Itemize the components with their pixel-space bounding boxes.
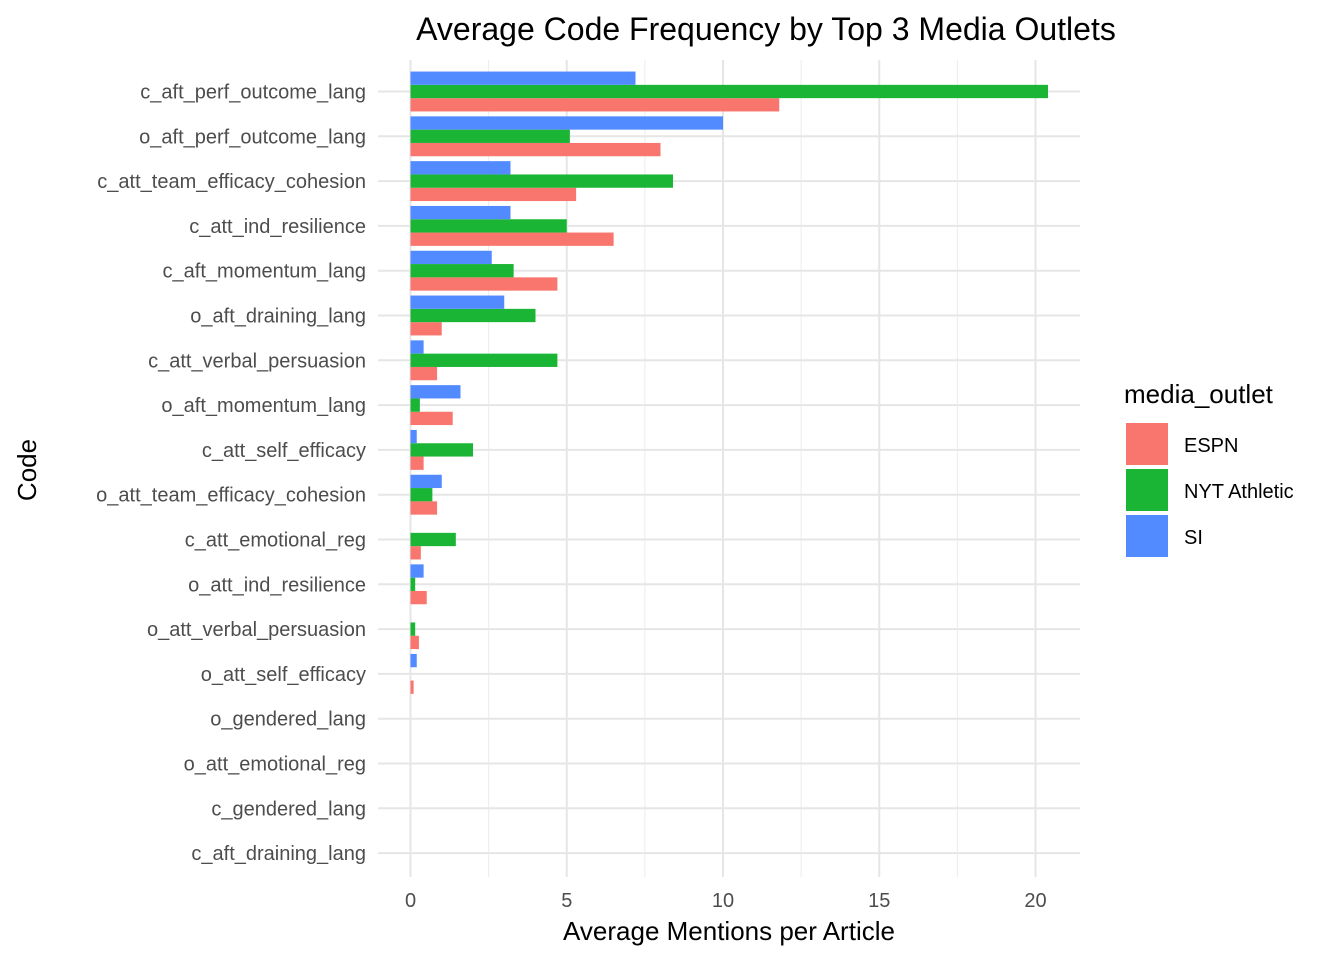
bar-si [410, 564, 424, 578]
bar-si [410, 340, 424, 354]
legend-title: media_outlet [1124, 379, 1274, 409]
y-tick-label: o_att_verbal_persuasion [147, 619, 366, 641]
y-tick-label: o_att_team_efficacy_cohesion [96, 485, 366, 507]
x-tick-label: 20 [1024, 890, 1046, 912]
y-tick-label: o_aft_momentum_lang [161, 395, 366, 417]
y-tick-label: o_gendered_lang [210, 709, 366, 731]
bar-nyt-athletic [410, 353, 558, 367]
y-tick-label: o_aft_perf_outcome_lang [139, 126, 366, 148]
bar-nyt-athletic [410, 398, 420, 412]
y-tick-label: o_att_emotional_reg [184, 754, 366, 776]
legend-entry: ESPN [1184, 435, 1238, 457]
bar-si [410, 116, 723, 130]
legend-entry: NYT Athletic [1184, 481, 1294, 503]
legend-swatch [1126, 469, 1168, 511]
bar-nyt-athletic [410, 488, 433, 502]
bar-si [410, 474, 442, 489]
bar-espn [410, 456, 424, 470]
y-tick-label: o_aft_draining_lang [190, 306, 366, 328]
bar-espn [410, 187, 577, 202]
bar-nyt-athletic [410, 443, 473, 457]
y-tick-label: c_att_team_efficacy_cohesion [97, 171, 366, 193]
y-tick-label: c_att_ind_resilience [189, 216, 366, 238]
bar-espn [410, 98, 780, 112]
x-tick-label: 0 [405, 890, 416, 912]
x-axis-title: Average Mentions per Article [563, 916, 895, 946]
y-tick-label: c_gendered_lang [211, 798, 366, 820]
bar-espn [410, 411, 453, 426]
bar-si [410, 385, 461, 399]
y-tick-label: o_att_ind_resilience [188, 574, 366, 596]
x-tick-label: 5 [561, 890, 572, 912]
x-tick-label: 15 [868, 890, 890, 912]
bar-espn [410, 232, 614, 246]
y-tick-label: c_att_self_efficacy [202, 440, 366, 462]
bar-nyt-athletic [410, 264, 514, 278]
legend: media_outlet ESPN NYT Athletic SI [1124, 379, 1294, 557]
bar-espn [410, 635, 419, 650]
chart-title: Average Code Frequency by Top 3 Media Ou… [416, 11, 1116, 47]
y-tick-label: c_att_emotional_reg [185, 530, 366, 552]
legend-entry: SI [1184, 527, 1203, 549]
bar-nyt-athletic [410, 577, 416, 591]
legend-swatch [1126, 515, 1168, 557]
bar-si [410, 71, 636, 85]
legend-swatch [1126, 423, 1168, 465]
bar-si [410, 295, 505, 309]
y-tick-label: c_att_verbal_persuasion [148, 350, 366, 372]
bar-nyt-athletic [410, 532, 456, 547]
bar-nyt-athletic [410, 622, 416, 636]
bar-espn [410, 366, 438, 381]
bar-espn [410, 590, 427, 605]
y-tick-label: o_att_self_efficacy [201, 664, 366, 686]
y-tick-label: c_aft_momentum_lang [163, 261, 366, 283]
bar-espn [410, 142, 661, 157]
bar-si [410, 429, 417, 444]
bar-si [410, 653, 417, 668]
bar-nyt-athletic [410, 219, 567, 233]
bar-si [410, 205, 511, 220]
bar-espn [410, 501, 438, 515]
bar-nyt-athletic [410, 174, 673, 188]
y-tick-label: c_aft_perf_outcome_lang [140, 82, 366, 104]
bar-espn [410, 546, 421, 560]
bar-espn [410, 680, 414, 694]
plot-area: 0 5 10 15 20 c_aft_perf_outcome_lang o_aft_per… [96, 60, 1080, 912]
bar-nyt-athletic [410, 84, 1048, 99]
bar-espn [410, 322, 442, 336]
bar-si [410, 161, 511, 175]
y-axis-title: Code [12, 439, 42, 501]
bar-si [410, 250, 492, 265]
bar-nyt-athletic [410, 308, 536, 323]
y-tick-label: c_aft_draining_lang [191, 843, 366, 865]
bar-espn [410, 277, 558, 291]
bar-nyt-athletic [410, 129, 570, 143]
x-tick-label: 10 [712, 890, 734, 912]
